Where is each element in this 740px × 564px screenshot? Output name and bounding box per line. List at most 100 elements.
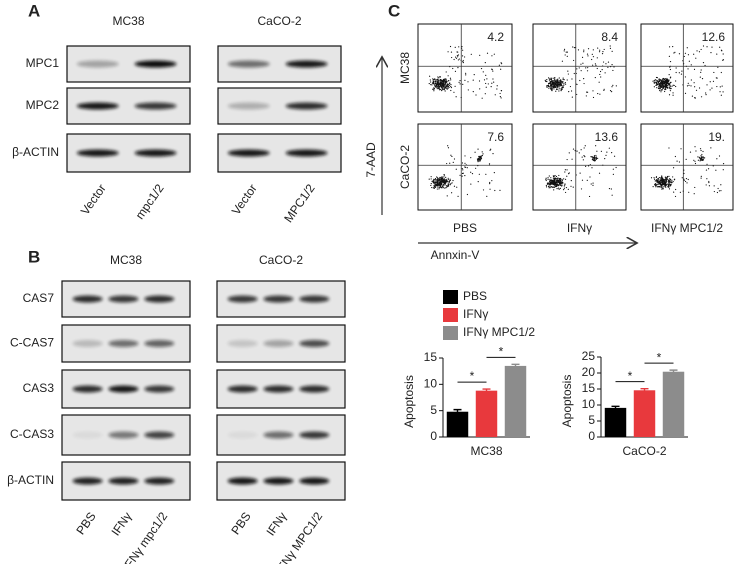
event-dot	[462, 83, 464, 85]
event-dot	[446, 162, 448, 165]
event-dot	[559, 88, 561, 90]
band	[227, 149, 270, 157]
event-dot	[662, 80, 665, 82]
event-dot	[655, 176, 657, 179]
event-dot	[660, 179, 662, 182]
event-dot	[462, 61, 464, 64]
event-dot	[689, 151, 692, 153]
event-dot	[441, 186, 444, 188]
band	[108, 477, 139, 485]
event-dot	[439, 181, 441, 183]
event-dot	[545, 80, 547, 82]
event-dot	[603, 89, 605, 91]
event-dot	[492, 153, 494, 155]
event-dot	[564, 183, 566, 185]
row-label: MPC1	[26, 56, 60, 70]
event-dot	[570, 185, 572, 187]
event-dot	[558, 174, 560, 177]
event-dot	[433, 88, 435, 91]
event-dot	[489, 183, 491, 185]
event-dot	[442, 179, 444, 181]
event-dot	[440, 176, 443, 178]
event-dot	[593, 159, 595, 161]
event-dot	[655, 81, 658, 83]
event-dot	[452, 67, 454, 70]
event-dot	[598, 51, 601, 53]
event-dot	[675, 80, 677, 82]
event-dot	[686, 85, 689, 87]
event-dot	[659, 186, 661, 188]
event-dot	[432, 80, 434, 82]
band	[72, 431, 103, 439]
event-dot	[453, 158, 456, 160]
event-dot	[486, 195, 488, 198]
event-dot	[470, 183, 472, 185]
x-tick-label: CaCO-2	[622, 444, 666, 458]
event-dot	[565, 186, 568, 189]
event-dot	[593, 155, 596, 157]
event-dot	[471, 173, 474, 175]
event-dot	[458, 81, 460, 83]
event-dot	[447, 185, 450, 187]
event-dot	[661, 185, 663, 187]
band	[227, 102, 270, 110]
event-dot	[433, 183, 436, 185]
row-label: C-CAS3	[10, 427, 54, 441]
event-dot	[443, 88, 445, 91]
event-dot	[690, 79, 692, 81]
event-dot	[439, 186, 441, 188]
event-dot	[554, 174, 556, 177]
event-dot	[456, 54, 458, 57]
event-dot	[447, 83, 450, 85]
event-dot	[654, 183, 656, 185]
event-dot	[592, 96, 595, 99]
event-dot	[686, 182, 688, 184]
event-dot	[657, 178, 659, 181]
lane-label: Vector	[78, 182, 109, 218]
event-dot	[680, 73, 683, 75]
event-dot	[564, 184, 566, 186]
event-dot	[436, 188, 438, 190]
event-dot	[477, 160, 479, 163]
event-dot	[445, 80, 447, 82]
event-dot	[608, 187, 611, 190]
y-tick-label: 15	[424, 350, 438, 364]
row-label: β-ACTIN	[12, 145, 59, 159]
event-dot	[652, 186, 654, 188]
legend-label: IFNγ	[463, 307, 488, 321]
event-dot	[595, 158, 597, 160]
event-dot	[555, 88, 558, 90]
event-dot	[591, 53, 593, 55]
bar	[662, 371, 685, 437]
flow-plot	[532, 123, 627, 211]
event-dot	[470, 53, 472, 55]
event-dot	[445, 176, 447, 178]
event-dot	[697, 156, 699, 158]
event-dot	[720, 184, 722, 186]
event-dot	[665, 179, 668, 181]
event-dot	[437, 79, 439, 81]
flow-plot	[532, 23, 627, 113]
event-dot	[437, 86, 439, 88]
event-dot	[438, 181, 440, 184]
event-dot	[436, 176, 438, 178]
event-dot	[561, 85, 563, 87]
event-dot	[435, 184, 437, 187]
event-dot	[669, 66, 671, 68]
panel-label: A	[28, 1, 40, 20]
event-dot	[580, 63, 582, 65]
event-dot	[467, 89, 469, 91]
event-dot	[436, 79, 438, 81]
event-dot	[550, 87, 552, 90]
band	[144, 340, 175, 347]
event-dot	[551, 82, 553, 85]
event-dot	[470, 171, 472, 173]
event-dot	[583, 82, 585, 85]
event-dot	[700, 177, 702, 179]
event-dot	[491, 82, 493, 84]
event-dot	[545, 178, 547, 180]
event-dot	[578, 67, 580, 69]
event-dot	[433, 178, 435, 180]
event-dot	[716, 53, 718, 55]
event-dot	[561, 60, 564, 62]
